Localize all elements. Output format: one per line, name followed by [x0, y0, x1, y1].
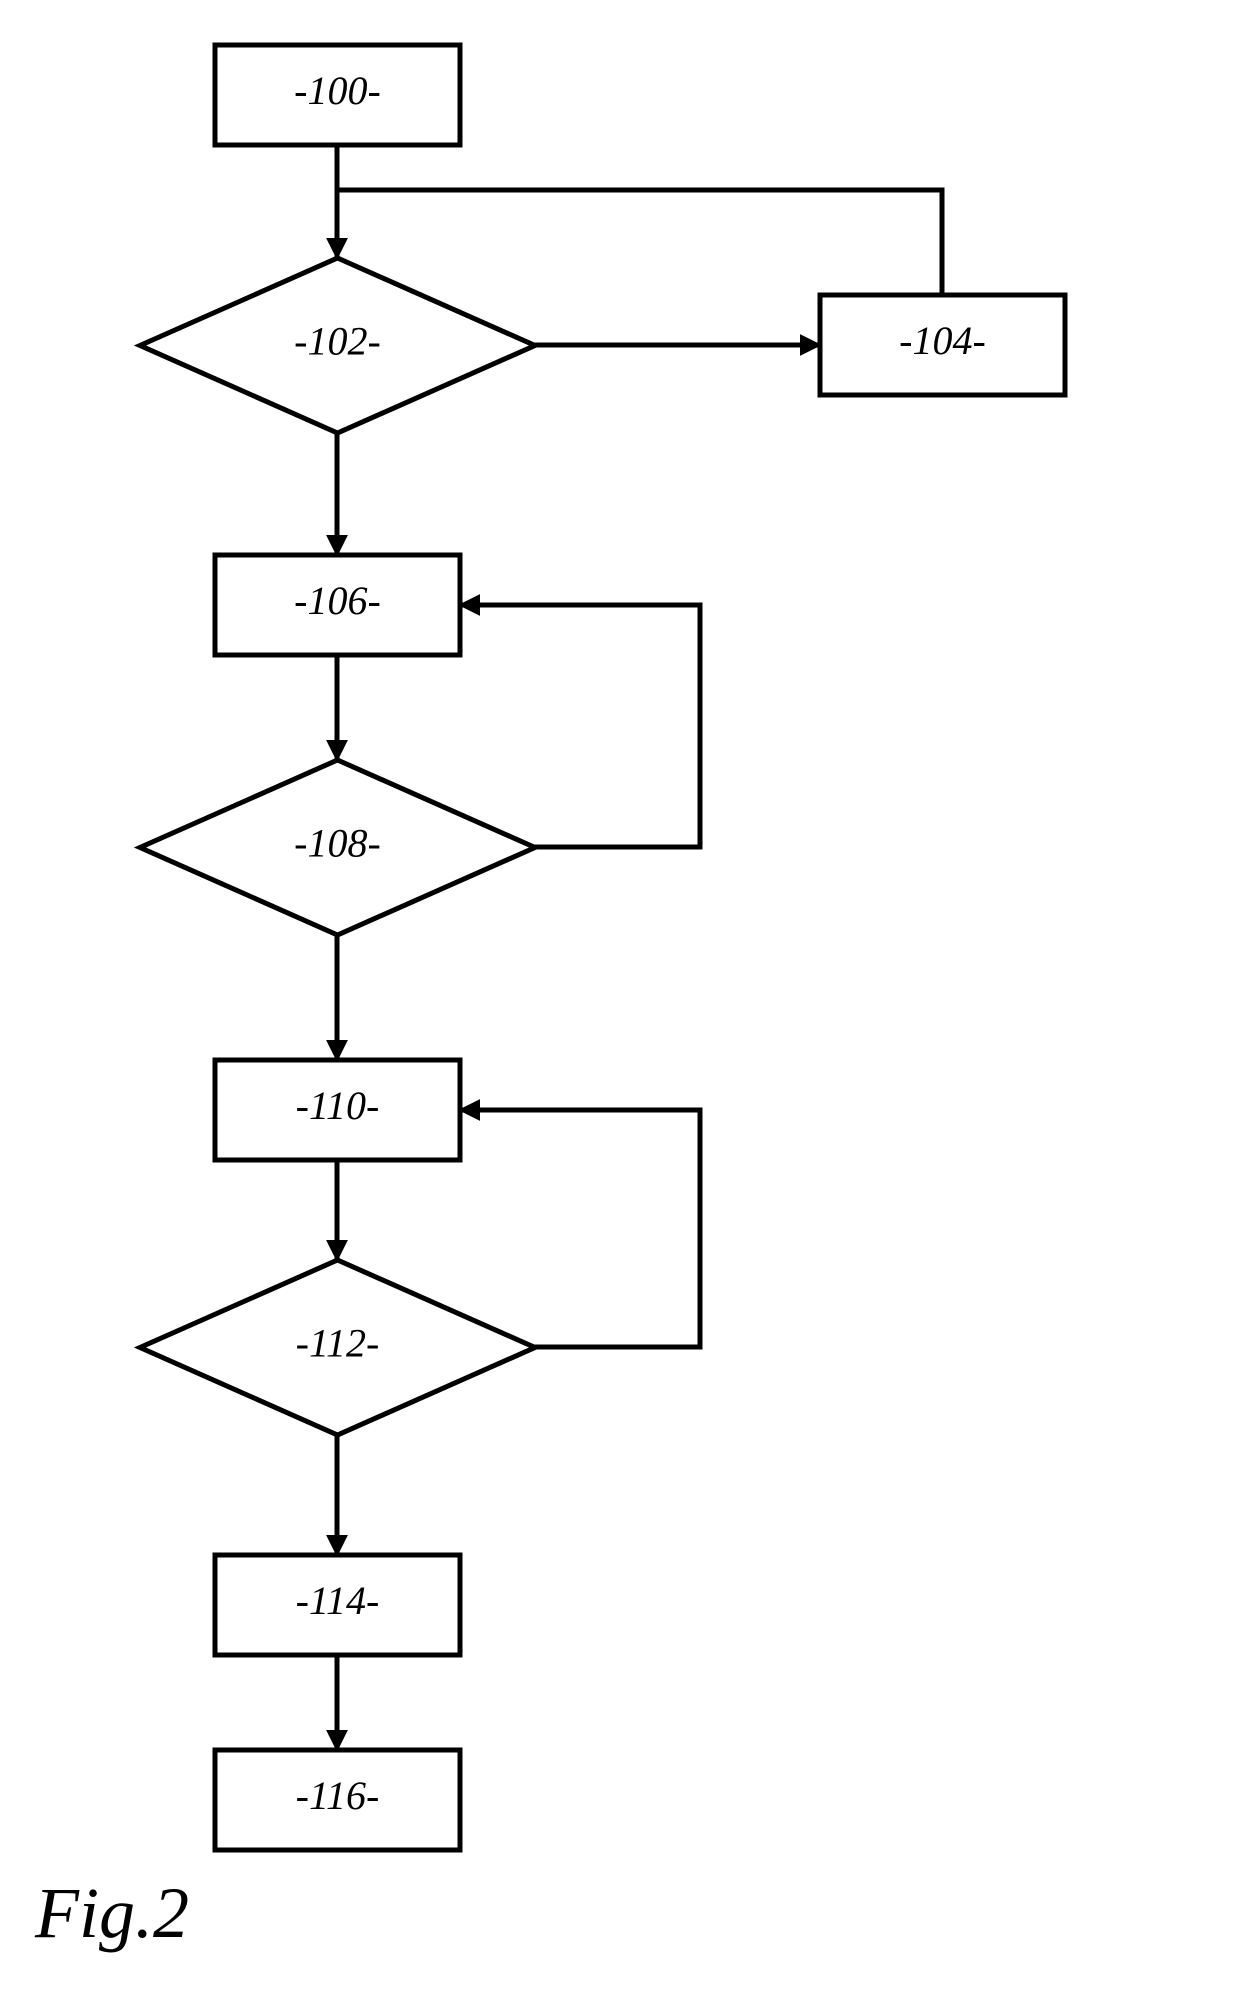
flow-node-label: -106- [294, 578, 381, 623]
flow-node-label: -104- [899, 318, 986, 363]
flow-node-label: -114- [296, 1578, 380, 1623]
flow-node-n104: -104- [820, 295, 1065, 395]
flowchart-svg: -100- -102- -104- -106- -108- -110- -112- -114-… [0, 0, 1240, 1994]
flow-node-n110: -110- [215, 1060, 460, 1160]
flow-node-label: -102- [294, 319, 381, 364]
flow-node-n112: -112- [140, 1260, 535, 1435]
flow-node-n106: -106- [215, 555, 460, 655]
flow-edge-8 [337, 190, 942, 295]
flow-node-label: -100- [294, 68, 381, 113]
flow-node-n100: -100- [215, 45, 460, 145]
flow-node-n116: -116- [215, 1750, 460, 1850]
flow-node-n102: -102- [140, 258, 535, 433]
flow-node-n114: -114- [215, 1555, 460, 1655]
flow-edge-10 [460, 1110, 700, 1347]
flow-node-label: -116- [296, 1773, 380, 1818]
flow-node-n108: -108- [140, 760, 535, 935]
flow-node-label: -112- [296, 1321, 380, 1366]
flow-node-label: -110- [296, 1083, 380, 1128]
flow-node-label: -108- [294, 821, 381, 866]
flow-edge-9 [460, 605, 700, 847]
figure-caption: Fig.2 [35, 1872, 189, 1955]
flowchart-canvas: -100- -102- -104- -106- -108- -110- -112- -114-… [0, 0, 1240, 1994]
